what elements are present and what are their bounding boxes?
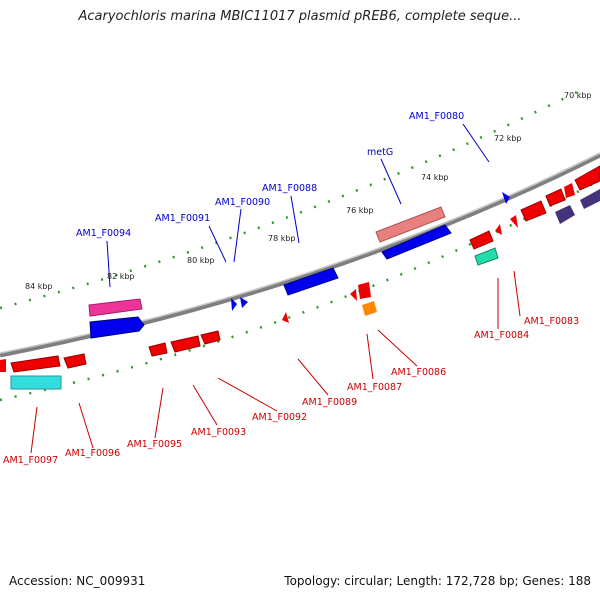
leader-line: [377, 329, 418, 367]
gene-feature[interactable]: [574, 165, 600, 191]
leader-line: [462, 123, 490, 163]
gene-label-AM1_F0087[interactable]: AM1_F0087: [347, 382, 402, 393]
gene-label-AM1_F0093[interactable]: AM1_F0093: [191, 427, 246, 438]
leader-line: [297, 358, 329, 396]
gene-AM1_F0091[interactable]: [231, 298, 237, 311]
gene-AM1_F0093[interactable]: [170, 335, 201, 353]
gene-feature[interactable]: [495, 224, 502, 235]
gene-feature[interactable]: [555, 205, 575, 224]
leader-line: [217, 377, 278, 412]
gene-metG[interactable]: [375, 206, 446, 243]
leader-line: [233, 208, 242, 263]
gene-label-AM1_F0096[interactable]: AM1_F0096: [65, 448, 120, 459]
tick-label: 78 kbp: [268, 234, 296, 243]
gene-label-AM1_F0097[interactable]: AM1_F0097: [3, 455, 58, 466]
leader-lines: [30, 123, 521, 454]
tick-label: 76 kbp: [346, 206, 374, 215]
gene-feature[interactable]: [89, 316, 145, 339]
leader-line: [513, 270, 521, 317]
gene-feature[interactable]: [350, 289, 357, 301]
tick-labels: 70 kbp 72 kbp 74 kbp 76 kbp 78 kbp 80 kb…: [25, 91, 592, 291]
gene-AM1_F0096[interactable]: [63, 353, 87, 369]
gene-feature[interactable]: [381, 224, 452, 260]
leader-line: [154, 387, 164, 439]
leader-line: [380, 158, 402, 205]
gene-label-AM1_F0086[interactable]: AM1_F0086: [391, 367, 446, 378]
gene-label-metG[interactable]: metG: [367, 147, 393, 158]
gene-AM1_F0087[interactable]: [362, 301, 377, 316]
gene-feature[interactable]: [10, 375, 62, 390]
gene-AM1_F0090[interactable]: [240, 297, 248, 308]
gene-label-AM1_F0088[interactable]: AM1_F0088: [262, 183, 317, 194]
reverse-gene-labels: AM1_F0083 AM1_F0084 AM1_F0086 AM1_F0087 …: [3, 316, 579, 466]
gene-feature[interactable]: [545, 188, 566, 207]
gene-feature[interactable]: [520, 200, 547, 222]
leader-line: [78, 402, 94, 449]
gene-label-AM1_F0083[interactable]: AM1_F0083: [524, 316, 579, 327]
topology-text: Topology: circular; Length: 172,728 bp; …: [284, 574, 591, 588]
leader-line: [30, 406, 38, 454]
gene-AM1_F0084[interactable]: [474, 247, 499, 266]
tick-label: 70 kbp: [564, 91, 592, 100]
gene-AM1_F0092[interactable]: [200, 330, 221, 345]
accession-text: Accession: NC_009931: [9, 574, 146, 588]
inner-tick-ring: [0, 178, 600, 402]
page-title: Acaryochloris marina MBIC11017 plasmid p…: [78, 9, 522, 24]
gene-AM1_F0097[interactable]: [10, 355, 61, 373]
gene-label-AM1_F0092[interactable]: AM1_F0092: [252, 412, 307, 423]
gene-label-AM1_F0080[interactable]: AM1_F0080: [409, 111, 464, 122]
gene-AM1_F0094[interactable]: [88, 298, 143, 317]
reverse-strand-features: [0, 165, 600, 390]
forward-strand-features: [88, 189, 600, 339]
gene-feature[interactable]: [580, 189, 600, 209]
gene-feature[interactable]: [0, 359, 6, 372]
leader-line: [192, 384, 218, 426]
gene-feature[interactable]: [469, 230, 494, 250]
gene-AM1_F0089[interactable]: [282, 312, 289, 323]
tick-label: 74 kbp: [421, 173, 449, 182]
gene-label-AM1_F0091[interactable]: AM1_F0091: [155, 213, 210, 224]
leader-line: [290, 195, 300, 244]
gene-feature[interactable]: [564, 183, 575, 198]
gene-label-AM1_F0094[interactable]: AM1_F0094: [76, 228, 131, 239]
gene-label-AM1_F0090[interactable]: AM1_F0090: [215, 197, 270, 208]
tick-label: 82 kbp: [107, 272, 135, 281]
gene-label-AM1_F0089[interactable]: AM1_F0089: [302, 397, 357, 408]
forward-gene-labels: AM1_F0080 metG AM1_F0088 AM1_F0090 AM1_F…: [76, 111, 464, 239]
leader-line: [366, 333, 374, 380]
tick-label: 72 kbp: [494, 134, 522, 143]
tick-label: 80 kbp: [187, 256, 215, 265]
gene-AM1_F0095[interactable]: [148, 342, 168, 357]
tick-label: 84 kbp: [25, 282, 53, 291]
outer-tick-ring: [0, 86, 586, 310]
leader-line: [106, 240, 111, 288]
gene-AM1_F0088[interactable]: [283, 267, 339, 296]
gene-label-AM1_F0084[interactable]: AM1_F0084: [474, 330, 529, 341]
gene-AM1_F0083[interactable]: [510, 215, 518, 228]
gene-AM1_F0080[interactable]: [502, 192, 510, 204]
leader-line: [208, 225, 227, 263]
gene-AM1_F0086[interactable]: [358, 282, 371, 299]
gene-label-AM1_F0095[interactable]: AM1_F0095: [127, 439, 182, 450]
